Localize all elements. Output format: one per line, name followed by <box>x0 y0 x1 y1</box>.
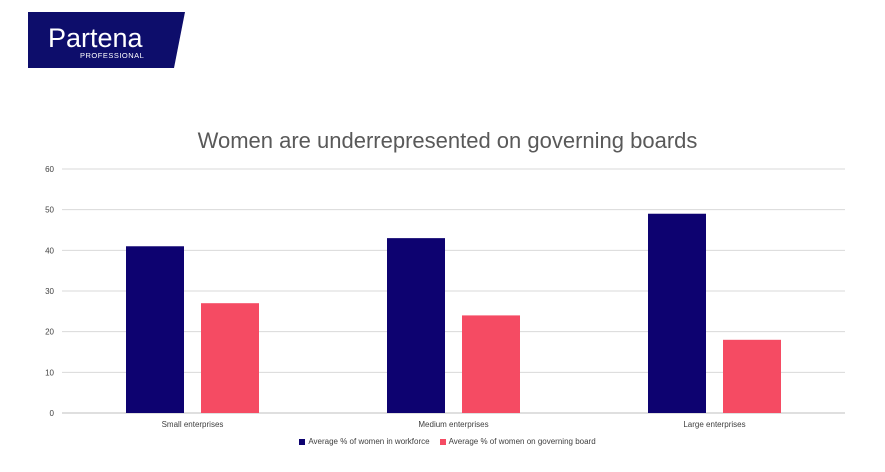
bar-board <box>723 339 781 413</box>
chart-legend: Average % of women in workforce Average … <box>0 437 885 446</box>
x-tick-label: Small enterprises <box>162 420 224 429</box>
x-tick-label: Medium enterprises <box>418 420 488 429</box>
bar-board <box>462 315 520 413</box>
y-tick-label: 40 <box>45 246 54 255</box>
logo-graphic: Partena PROFESSIONAL <box>28 12 185 68</box>
bar-workforce <box>126 246 184 413</box>
y-tick-label: 10 <box>45 368 54 377</box>
y-tick-label: 0 <box>50 409 55 418</box>
x-tick-label: Large enterprises <box>683 420 745 429</box>
logo-tagline-text: PROFESSIONAL <box>80 51 144 60</box>
partena-logo: Partena PROFESSIONAL <box>28 12 185 68</box>
y-tick-label: 20 <box>45 328 54 337</box>
y-tick-label: 50 <box>45 206 54 215</box>
legend-swatch-board <box>439 438 446 445</box>
bar-workforce <box>648 213 706 413</box>
chart-title: Women are underrepresented on governing … <box>197 128 698 153</box>
y-tick-label: 30 <box>45 287 54 296</box>
logo-brand-text: Partena <box>48 23 144 53</box>
legend-label-board: Average % of women on governing board <box>448 437 596 446</box>
legend-item-board: Average % of women on governing board <box>439 437 596 446</box>
bar-board <box>201 303 259 413</box>
y-tick-label: 60 <box>45 165 54 174</box>
legend-swatch-workforce <box>299 438 306 445</box>
legend-item-workforce: Average % of women in workforce <box>299 437 430 446</box>
legend-label-workforce: Average % of women in workforce <box>308 437 430 446</box>
bar-workforce <box>387 238 445 413</box>
